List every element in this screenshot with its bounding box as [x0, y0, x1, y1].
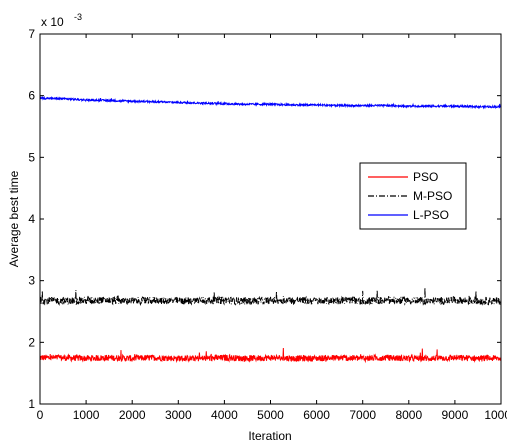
- x-tick-label: 7000: [349, 408, 376, 422]
- x-tick-label: 6000: [303, 408, 330, 422]
- x-tick-label: 1000: [73, 408, 100, 422]
- x-tick-label: 4000: [211, 408, 238, 422]
- y-multiplier: x 10 -3: [41, 12, 82, 29]
- x-tick-label: 5000: [257, 408, 284, 422]
- legend-label-l-pso: L-PSO: [413, 208, 449, 222]
- legend-label-m-pso: M-PSO: [413, 189, 452, 203]
- x-tick-label: 2000: [119, 408, 146, 422]
- series-line-pso: [40, 348, 501, 364]
- y-tick-label: 7: [28, 27, 35, 41]
- y-multiplier-base: x 10: [41, 15, 64, 29]
- y-tick-label: 3: [28, 274, 35, 288]
- y-axis-title: Average best time: [7, 170, 21, 267]
- series-layer: [40, 95, 501, 364]
- series-line-m-pso: [40, 287, 501, 307]
- x-tick-label: 0: [37, 408, 44, 422]
- y-tick-label: 1: [28, 397, 35, 411]
- x-tick-label: 8000: [395, 408, 422, 422]
- x-tick-label: 10000: [484, 408, 507, 422]
- y-tick-label: 2: [28, 335, 35, 349]
- x-tick-label: 9000: [442, 408, 469, 422]
- legend: PSO M-PSO L-PSO: [359, 162, 467, 230]
- x-tick-label: 3000: [165, 408, 192, 422]
- y-tick-label: 6: [28, 89, 35, 103]
- y-tick-label: 5: [28, 150, 35, 164]
- series-line-l-pso: [40, 95, 501, 110]
- y-multiplier-exponent: -3: [74, 12, 82, 22]
- y-tick-label: 4: [28, 212, 35, 226]
- ticks-layer: 0 1000 2000 3000 4000 5000 6000 7000 8000 9000 100…: [28, 27, 507, 422]
- legend-label-pso: PSO: [413, 170, 438, 184]
- x-axis-title: Iteration: [248, 429, 291, 443]
- legend-box: [359, 162, 467, 230]
